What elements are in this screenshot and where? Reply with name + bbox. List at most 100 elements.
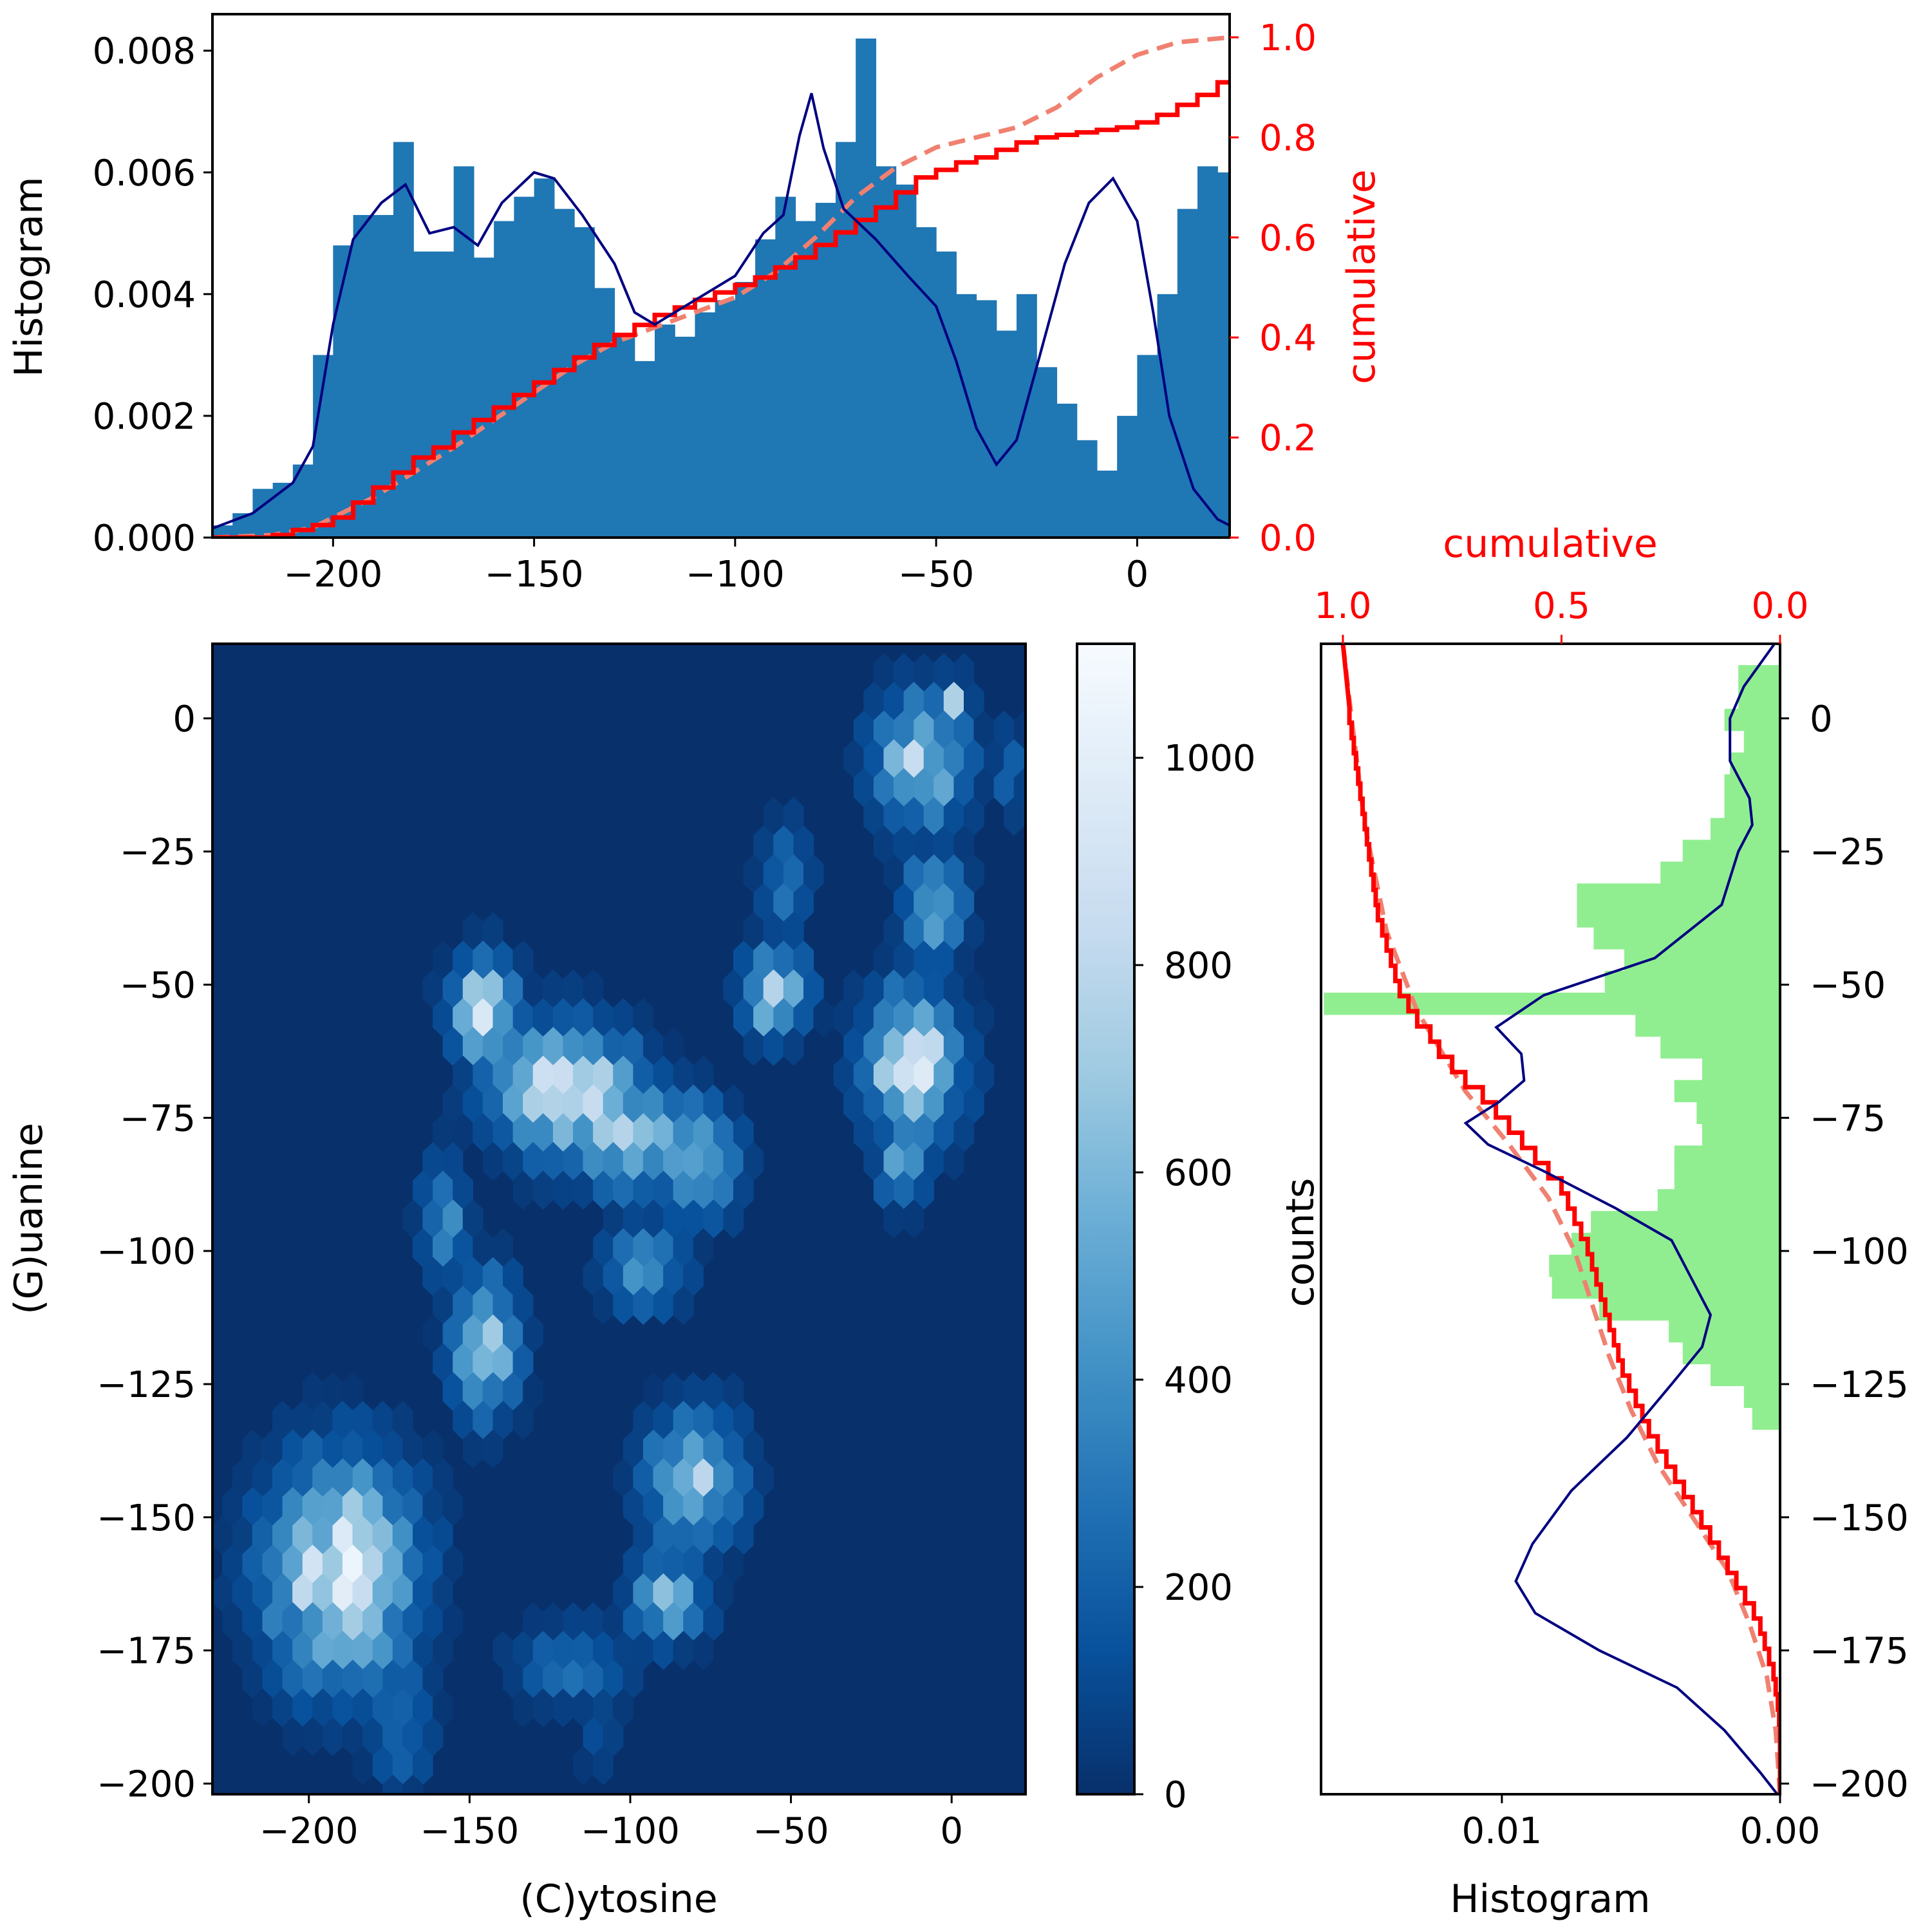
hexbin-cell: [352, 1515, 373, 1555]
hexbin-cell: [713, 1400, 734, 1440]
hexbin-cell: [322, 1544, 343, 1584]
hexbin-cell: [473, 1286, 494, 1325]
hexbin-cell: [603, 1602, 624, 1642]
hexbin-cell: [492, 1631, 514, 1670]
hexbin-cell: [422, 1487, 444, 1526]
hexbin-cell: [372, 1745, 393, 1785]
top-histogram-bar: [675, 337, 696, 538]
hexbin-cell: [673, 1170, 694, 1210]
hexbin-cell: [573, 1055, 594, 1095]
right-axes-frame: [1320, 642, 1781, 1796]
hexbin-cell: [342, 1602, 363, 1642]
hexbin-cell: [733, 1515, 754, 1555]
hexbin-cell: [733, 998, 754, 1038]
right-y-axis-label: counts: [1278, 1178, 1323, 1308]
top-y2-tick-label: 0.4: [1259, 317, 1317, 359]
hexbin-cell: [453, 1170, 473, 1210]
top-y-tick-label: 0.004: [93, 274, 196, 316]
hexbin-cell: [763, 796, 784, 836]
hexbin-cell: [914, 825, 934, 865]
hexbin-cell: [953, 825, 975, 865]
hexbin-cell: [693, 1400, 714, 1440]
hexbin-cell: [362, 1659, 383, 1699]
top-histogram-bar: [896, 184, 917, 538]
hexbin-cell: [903, 1199, 924, 1239]
hexbin-cell: [633, 1631, 654, 1670]
right-histogram-bar: [1591, 1211, 1780, 1233]
hexbin-cell: [282, 1717, 303, 1756]
top-histogram-bar: [1036, 367, 1058, 538]
hexbin-cell: [492, 941, 514, 980]
top-x-tick-label: −100: [686, 554, 785, 596]
hexbin-cell: [433, 1573, 453, 1613]
right-histogram-bar: [1682, 1342, 1780, 1365]
hexbin-cell: [583, 1659, 604, 1699]
hexbin-cell: [793, 998, 814, 1038]
hexbin-cell: [272, 1631, 293, 1670]
top-x-tick-label: −50: [898, 554, 974, 596]
right-y-tick-label: −50: [1810, 964, 1886, 1006]
hexbin-cell: [914, 653, 934, 693]
hexbin-cell: [693, 1170, 714, 1210]
hexbin-cell: [964, 969, 984, 1009]
hexbin-cell: [633, 1286, 654, 1325]
top-y-tick-label: 0.008: [93, 31, 196, 73]
hexbin-cell: [894, 883, 914, 923]
hexbin-cell: [352, 1400, 373, 1440]
hexbin-cell: [462, 1372, 483, 1411]
hexbin-cell: [723, 1372, 744, 1411]
hexbin-cell: [633, 1113, 654, 1152]
hexbin-cell: [713, 1170, 734, 1210]
right-histogram-bar: [1660, 1036, 1780, 1059]
hexbin-cell: [733, 1458, 754, 1497]
hexbin-cell: [433, 1343, 453, 1383]
hexbin-cell: [473, 1055, 494, 1095]
right-x-tick-label: 0.01: [1462, 1810, 1543, 1852]
hexbin-cell: [642, 1199, 664, 1239]
hexbin-cell: [312, 1458, 333, 1497]
top-histogram-bar: [654, 324, 675, 538]
top-histogram-bar: [1318, 489, 1338, 538]
top-y-tick-label: 0.006: [93, 153, 196, 194]
hexbin-cell: [563, 1141, 584, 1181]
hexbin-cell: [512, 1113, 534, 1152]
hexbin-cell: [442, 1487, 464, 1526]
hexbin-cell: [413, 1515, 433, 1555]
right-y-ticks: 0 −25 −50 −75 −100 −125 −150 −175 −200: [1780, 699, 1909, 1805]
hexbin-cell: [402, 1199, 424, 1239]
right-histogram-bar: [1604, 970, 1780, 993]
top-histogram-bar: [1197, 166, 1218, 538]
hexbin-cell: [312, 1688, 333, 1728]
hexbin-cell: [753, 941, 774, 980]
hexbin-cell: [613, 1228, 633, 1268]
hexbin-cell: [663, 1544, 684, 1584]
hexbin-cell: [623, 1544, 644, 1584]
hexbin-cell: [473, 941, 494, 980]
hexbin-cell: [683, 1084, 704, 1124]
hexbin-cell: [422, 1602, 444, 1642]
hexbin-cell: [723, 1084, 744, 1124]
right-histogram-bar: [1682, 839, 1780, 862]
hexbin-cell: [642, 1084, 664, 1124]
hexbin-cell: [593, 1631, 614, 1670]
hexbin-cell: [593, 1286, 614, 1325]
hexbin-cell: [552, 1688, 574, 1728]
hexbin-cell: [873, 653, 894, 693]
hexbin-cell: [492, 998, 514, 1038]
hexbin-cell: [482, 1372, 503, 1411]
right-histogram-bar: [1724, 774, 1780, 797]
hexbin-cell: [242, 1544, 263, 1584]
hexbin-cell: [953, 710, 975, 750]
hexbin-cell: [332, 1631, 353, 1670]
hexbin-cell: [642, 1544, 664, 1584]
hexbin-cell: [503, 1257, 523, 1297]
hexbin-cell: [482, 912, 503, 952]
hexbin-cell: [362, 1487, 383, 1526]
hexbin-cell: [583, 1717, 604, 1756]
hexbin-cell: [964, 912, 984, 952]
hexbin-cell: [492, 1343, 514, 1383]
hexbin-cell: [222, 1544, 243, 1584]
top-histogram-bar: [1076, 440, 1098, 538]
hexbin-cell: [973, 1055, 995, 1095]
hexbin-cell: [653, 1113, 674, 1152]
